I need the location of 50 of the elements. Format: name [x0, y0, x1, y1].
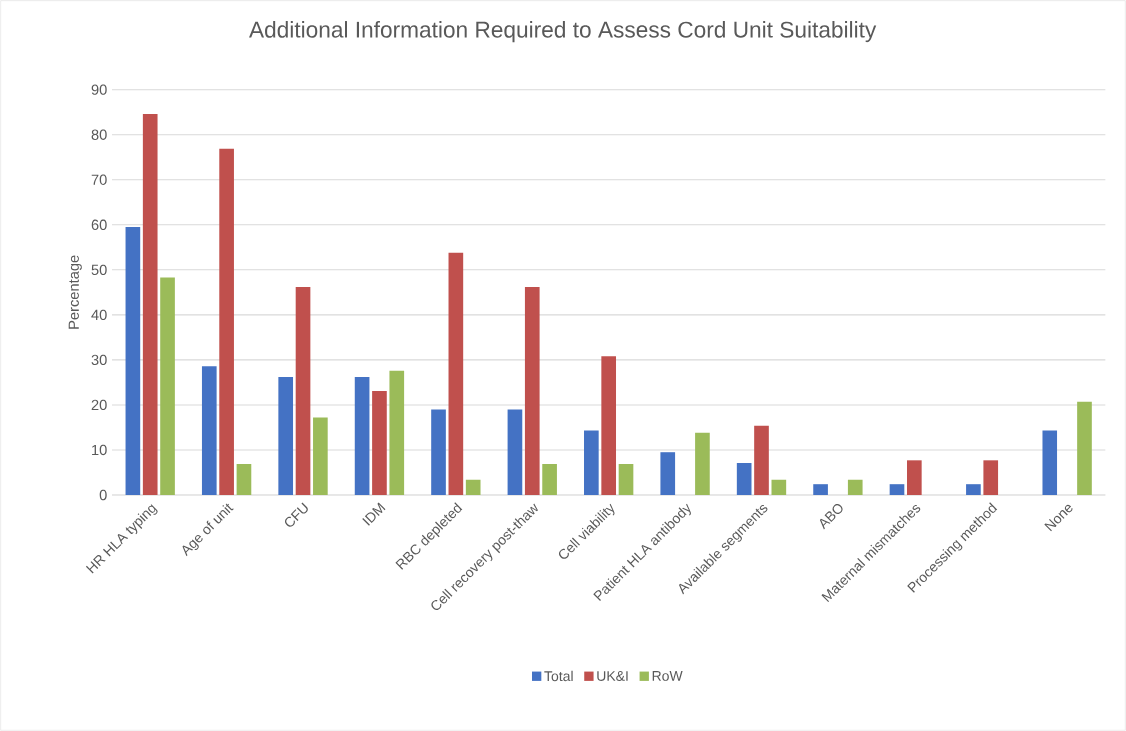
y-tick-label: 10: [92, 444, 107, 456]
bar: [966, 484, 981, 495]
bar: [618, 463, 634, 495]
bar: [431, 409, 446, 495]
bar: [771, 479, 787, 495]
y-tick-label: 50: [91, 264, 107, 276]
bar: [695, 432, 710, 495]
bar: [125, 227, 141, 495]
bar: [219, 148, 234, 495]
chart-title: Additional Information Required to Assess Cord Unit Suitability: [249, 21, 877, 43]
y-tick-label: 30: [91, 354, 107, 366]
bar: [983, 460, 999, 495]
bar: [1042, 430, 1058, 495]
bar: [201, 366, 217, 495]
bar: [278, 377, 294, 495]
bar: [847, 479, 863, 495]
y-tick-label: 20: [91, 399, 107, 411]
legend-label: Total: [544, 670, 573, 682]
bar: [813, 484, 828, 495]
y-tick-label: 70: [91, 174, 107, 185]
bar: [448, 252, 464, 495]
legend-label: RoW: [652, 671, 683, 681]
y-tick-label: 80: [91, 129, 107, 140]
bar: [465, 479, 481, 495]
bar: [524, 286, 540, 495]
bar: [142, 113, 158, 495]
bar: [601, 356, 617, 495]
bar: [736, 463, 752, 495]
bar: [542, 463, 557, 495]
bar: [507, 409, 523, 495]
bar: [1077, 401, 1092, 495]
y-tick-label: 0: [99, 489, 107, 501]
bar: [389, 370, 405, 495]
bar: [372, 390, 387, 495]
bar: [160, 277, 175, 495]
bar: [660, 452, 676, 495]
bar: [236, 463, 252, 495]
bar: [889, 484, 905, 495]
y-tick-label: 90: [91, 84, 107, 95]
y-axis-title: Percentage: [68, 255, 82, 329]
y-tick-label: 60: [91, 219, 107, 230]
bar: [754, 425, 769, 495]
bar: [354, 377, 370, 495]
bar: [295, 286, 311, 495]
x-tick-label: Age of unit: [182, 503, 234, 557]
bar: [584, 430, 599, 495]
legend-label: UK&I: [597, 671, 628, 681]
y-tick-label: 40: [91, 309, 107, 321]
bar: [906, 460, 922, 495]
bar: [313, 417, 328, 495]
